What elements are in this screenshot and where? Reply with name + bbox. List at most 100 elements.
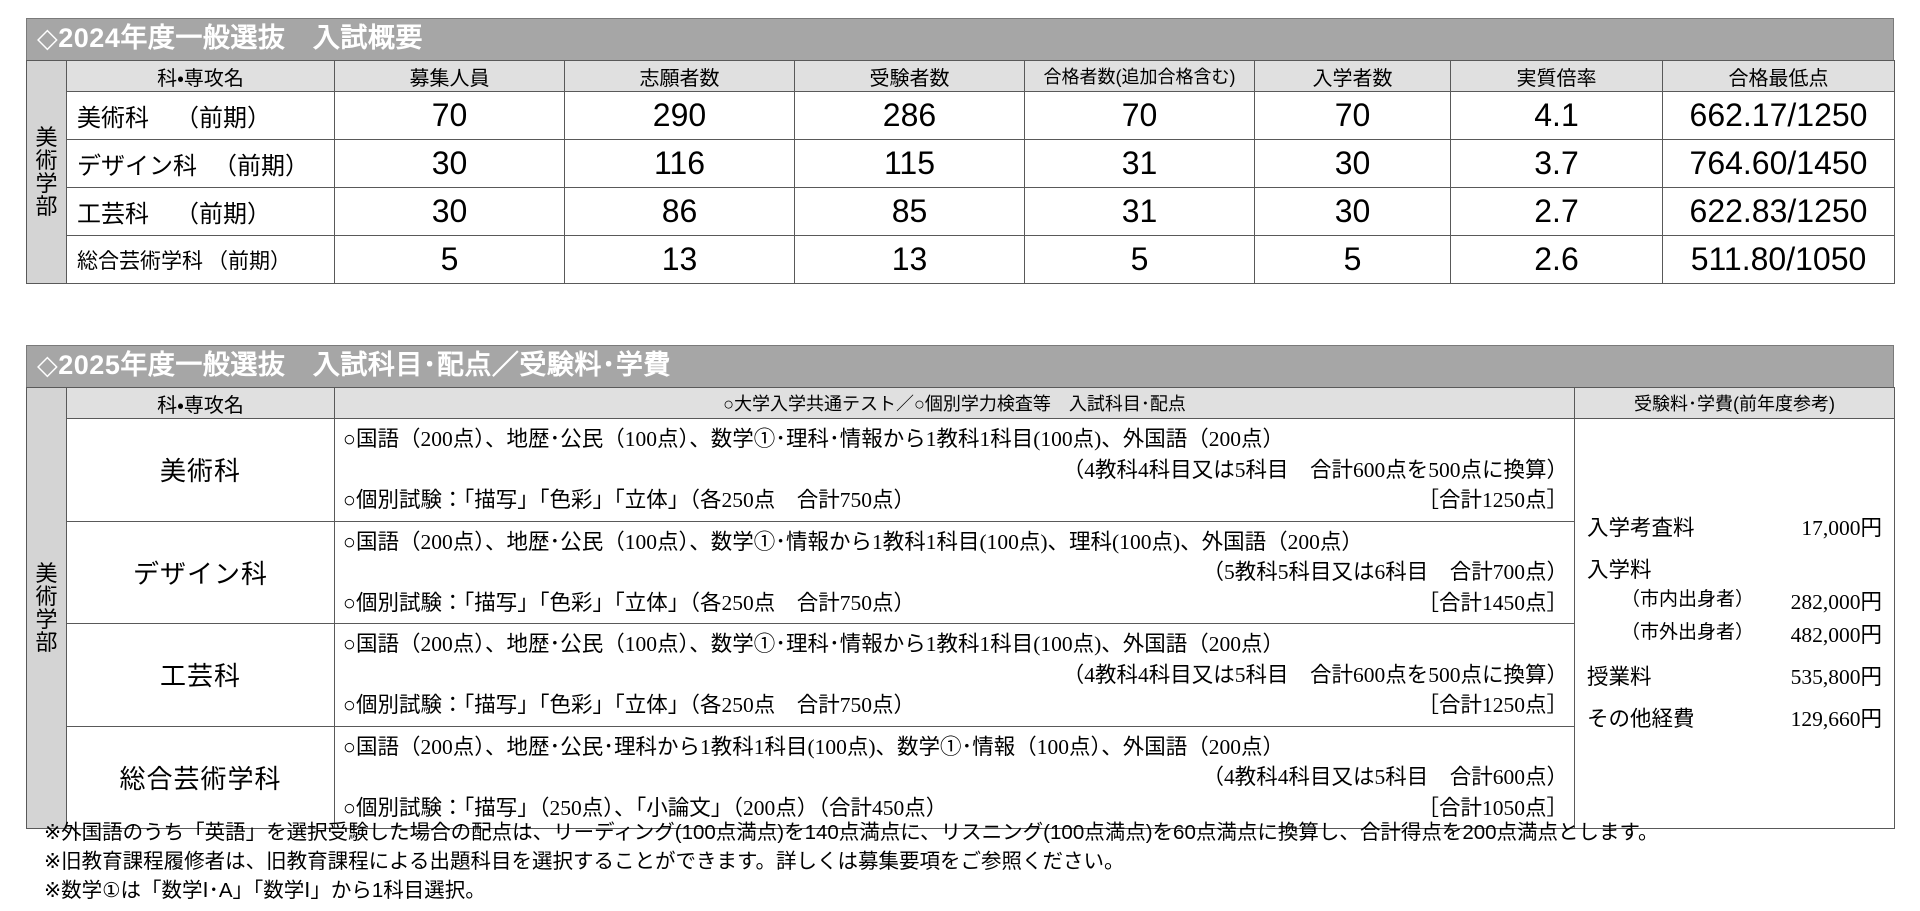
cell-ratio: 4.1 xyxy=(1450,91,1663,141)
dept-term: （前期） xyxy=(213,153,309,181)
fee-row-admission-label: 入学料 xyxy=(1587,558,1652,583)
subject-line-total-common: （4教科4科目又は5科目 合計600点を500点に換算） xyxy=(1062,662,1568,687)
subject-line-total-common: （4教科4科目又は5科目 合計600点を500点に換算） xyxy=(1062,457,1568,482)
cell-passers: 31 xyxy=(1024,187,1255,237)
cell-quota: 5 xyxy=(334,235,565,285)
subject-line-individual: ○個別試験：「描写」「色彩」「立体」（各250点 合計750点） ［合計1250… xyxy=(343,690,1568,721)
fee-spacer xyxy=(1585,693,1882,703)
fee-spacer xyxy=(1585,651,1882,661)
individual-exam-text: ○個別試験：「描写」「色彩」「立体」（各250点 合計750点） xyxy=(343,488,915,513)
subject-line-individual: ○個別試験：「描写」「色彩」「立体」（各250点 合計750点） ［合計1250… xyxy=(343,485,1568,516)
subject-line-common: ○国語（200点）、地歴･公民（100点）、数学①･理科･情報から1教科1科目(… xyxy=(343,427,1285,452)
fee-row-admission-out-city: （市外出身者） 482,000円 xyxy=(1585,619,1882,651)
section-2025-subjects-fees: ◇2025年度一般選抜 入試科目･配点／受験料･学費 美 術 学 部 科・専攻名… xyxy=(26,345,1895,830)
table-header-row: 美 術 学 部 科・専攻名 募集人員 志願者数 受験者数 合格者数(追加合格含む… xyxy=(26,60,1895,285)
fee-label: 授業料 xyxy=(1587,664,1652,689)
table-row: デザイン科 ○国語（200点）、地歴･公民（100点）、数学①･情報から1教科1… xyxy=(27,520,1895,625)
cell-dept: デザイン科 （前期） xyxy=(66,139,335,189)
cell-min-score: 622.83/1250 xyxy=(1662,187,1895,237)
subject-line-total-common: （5教科5科目又は6科目 合計700点） xyxy=(1202,560,1568,585)
col-header-examinees: 受験者数 xyxy=(794,60,1025,93)
fee-spacer xyxy=(1585,544,1882,554)
col-header-enrolled: 入学者数 xyxy=(1254,60,1451,93)
fee-label: 入学考査料 xyxy=(1587,515,1695,540)
cell-examinees: 286 xyxy=(794,91,1025,141)
cell-quota: 30 xyxy=(334,139,565,189)
individual-exam-text: ○個別試験：「描写」「色彩」「立体」（各250点 合計750点） xyxy=(343,590,915,615)
subject-line-individual: ○個別試験：「描写」「色彩」「立体」（各250点 合計750点） ［合計1450… xyxy=(343,588,1568,619)
cell-ratio: 3.7 xyxy=(1450,139,1663,189)
cell-dept-name: 美術科 xyxy=(66,418,335,522)
subject-line-total-common: （4教科4科目又は5科目 合計600点） xyxy=(1202,765,1568,790)
cell-passers: 5 xyxy=(1024,235,1255,285)
fee-label: （市外出身者） xyxy=(1621,621,1755,643)
cell-enrolled: 5 xyxy=(1254,235,1451,285)
cell-dept-name: デザイン科 xyxy=(66,520,335,625)
cell-enrolled: 70 xyxy=(1254,91,1451,141)
footnote-1: ※外国語のうち「英語」を選択受験した場合の配点は、リーディング(100点満点)を… xyxy=(44,821,1659,844)
table-header-row: 美 術 学 部 科・専攻名 ○大学入学共通テスト／○個別学力検査等 入試科目･配… xyxy=(26,387,1895,830)
col-header-fees: 受験料･学費(前年度参考) xyxy=(1574,387,1895,420)
faculty-label-cell: 美 術 学 部 xyxy=(26,387,67,830)
grand-total-text: ［合計1250点］ xyxy=(1417,693,1568,718)
faculty-char-0: 美 xyxy=(35,124,58,150)
subjects-and-fees-table: 美 術 学 部 科・専攻名 ○大学入学共通テスト／○個別学力検査等 入試科目･配… xyxy=(26,387,1895,830)
individual-exam-text: ○個別試験：「描写」「色彩」「立体」（各250点 合計750点） xyxy=(343,693,915,718)
cell-examinees: 13 xyxy=(794,235,1025,285)
cell-min-score: 662.17/1250 xyxy=(1662,91,1895,141)
fee-value: 535,800円 xyxy=(1790,664,1882,689)
fee-row-admission-in-city: （市内出身者） 282,000円 xyxy=(1585,586,1882,618)
grand-total-text: ［合計1050点］ xyxy=(1417,795,1568,820)
cell-quota: 30 xyxy=(334,187,565,237)
fee-value: 482,000円 xyxy=(1790,622,1882,647)
cell-min-score: 764.60/1450 xyxy=(1662,139,1895,189)
cell-subjects: ○国語（200点）、地歴･公民（100点）、数学①･理科･情報から1教科1科目(… xyxy=(334,418,1575,522)
fee-row-other: その他経費 129,660円 xyxy=(1585,703,1882,735)
table-row: 美術科 （前期） 70 290 286 70 70 4.1 662.17/1250 xyxy=(27,91,1895,141)
grand-total-text: ［合計1250点］ xyxy=(1417,488,1568,513)
col-header-passers: 合格者数(追加合格含む) xyxy=(1024,60,1255,93)
faculty-label-cell: 美 術 学 部 xyxy=(26,60,67,285)
individual-exam-text: ○個別試験：「描写」（250点）、「小論文」（200点）（合計450点） xyxy=(343,795,948,820)
cell-subjects: ○国語（200点）、地歴･公民（100点）、数学①･理科･情報から1教科1科目(… xyxy=(334,623,1575,727)
col-header-quota: 募集人員 xyxy=(334,60,565,93)
cell-passers: 31 xyxy=(1024,139,1255,189)
table-row: 工芸科 （前期） 30 86 85 31 30 2.7 622.83/1250 xyxy=(27,187,1895,237)
cell-applicants: 13 xyxy=(564,235,795,285)
fee-value: 282,000円 xyxy=(1790,590,1882,615)
fee-value: 17,000円 xyxy=(1801,515,1882,540)
fee-row-application: 入学考査料 17,000円 xyxy=(1585,512,1882,544)
subject-line-common: ○国語（200点）、地歴･公民（100点）、数学①･理科･情報から1教科1科目(… xyxy=(343,632,1285,657)
grand-total-text: ［合計1450点］ xyxy=(1417,590,1568,615)
footnote-3: ※数学①は「数学Ⅰ･A」「数学Ⅰ」から1科目選択。 xyxy=(44,879,486,903)
cell-dept: 美術科 （前期） xyxy=(66,91,335,141)
admissions-overview-table: 美 術 学 部 科・専攻名 募集人員 志願者数 受験者数 合格者数(追加合格含む… xyxy=(26,60,1895,285)
cell-fees: 入学考査料 17,000円 入学料 （市内出身者） 282,000円 （市外出身… xyxy=(1574,418,1895,830)
cell-ratio: 2.7 xyxy=(1450,187,1663,237)
dept-name: 総合芸術学科 xyxy=(77,249,203,273)
cell-subjects: ○国語（200点）、地歴･公民･理科から1教科1科目(100点)、数学①･情報（… xyxy=(334,725,1575,830)
cell-enrolled: 30 xyxy=(1254,139,1451,189)
cell-dept: 工芸科 （前期） xyxy=(66,187,335,237)
faculty-char-2: 学 xyxy=(35,607,58,633)
table-row: 美術科 ○国語（200点）、地歴･公民（100点）、数学①･理科･情報から1教科… xyxy=(27,418,1895,830)
cell-applicants: 116 xyxy=(564,139,795,189)
cell-applicants: 86 xyxy=(564,187,795,237)
footnotes: ※外国語のうち「英語」を選択受験した場合の配点は、リーディング(100点満点)を… xyxy=(44,818,1659,905)
table-row: 総合芸術学科 （前期） 5 13 13 5 5 2.6 511.80/1050 xyxy=(27,235,1895,285)
cell-examinees: 115 xyxy=(794,139,1025,189)
section2-title: ◇2025年度一般選抜 入試科目･配点／受験料･学費 xyxy=(26,345,1894,388)
cell-examinees: 85 xyxy=(794,187,1025,237)
cell-enrolled: 30 xyxy=(1254,187,1451,237)
col-header-applicants: 志願者数 xyxy=(564,60,795,93)
faculty-char-2: 学 xyxy=(35,171,58,197)
dept-name: 美術科 xyxy=(77,105,149,133)
cell-dept-name: 工芸科 xyxy=(66,623,335,727)
subject-line-individual: ○個別試験：「描写」（250点）、「小論文」（200点）（合計450点） ［合計… xyxy=(343,793,1568,824)
cell-quota: 70 xyxy=(334,91,565,141)
col-header-dept: 科・専攻名 xyxy=(66,387,335,420)
dept-name: デザイン科 xyxy=(77,153,197,181)
table-row: 工芸科 ○国語（200点）、地歴･公民（100点）、数学①･理科･情報から1教科… xyxy=(27,623,1895,727)
col-header-min-score: 合格最低点 xyxy=(1662,60,1895,93)
faculty-char-0: 美 xyxy=(35,560,58,586)
